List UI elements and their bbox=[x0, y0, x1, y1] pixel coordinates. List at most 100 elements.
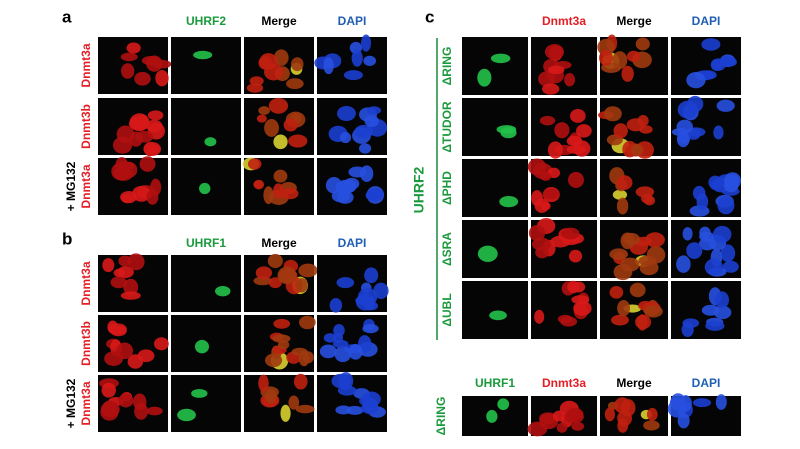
nucleus bbox=[699, 226, 711, 239]
nucleus bbox=[258, 374, 269, 392]
micrograph bbox=[462, 281, 528, 339]
nucleus bbox=[571, 421, 585, 431]
micrograph bbox=[171, 98, 241, 155]
row-label: Dnmt3b bbox=[79, 321, 93, 366]
nucleus bbox=[267, 253, 283, 269]
nucleus bbox=[268, 97, 289, 114]
nucleus bbox=[283, 118, 298, 132]
nucleus bbox=[199, 182, 211, 195]
nucleus bbox=[696, 193, 709, 211]
nucleus bbox=[298, 263, 318, 278]
nucleus bbox=[554, 122, 570, 139]
nucleus bbox=[121, 63, 135, 79]
nucleus bbox=[717, 196, 735, 215]
nucleus bbox=[500, 127, 517, 139]
micrograph bbox=[317, 98, 388, 155]
nucleus bbox=[277, 266, 297, 285]
nucleus bbox=[354, 124, 374, 139]
nucleus bbox=[676, 131, 690, 148]
nucleus bbox=[264, 118, 279, 137]
column-header: UHRF1 bbox=[186, 236, 226, 250]
nucleus bbox=[637, 115, 649, 127]
nucleus bbox=[101, 382, 116, 398]
nucleus bbox=[704, 258, 723, 276]
micrograph bbox=[244, 253, 318, 312]
nucleus bbox=[531, 190, 543, 207]
nucleus bbox=[682, 318, 700, 328]
nucleus bbox=[215, 285, 231, 297]
nucleus bbox=[486, 409, 498, 423]
image-bg bbox=[317, 315, 387, 372]
nucleus bbox=[280, 404, 291, 422]
nucleus bbox=[499, 195, 519, 208]
micrograph bbox=[98, 37, 172, 94]
nucleus bbox=[477, 245, 498, 262]
nucleus bbox=[355, 295, 375, 306]
row-label: ΔUBL bbox=[440, 293, 454, 326]
nucleus bbox=[635, 314, 652, 330]
nucleus bbox=[527, 421, 548, 437]
nucleus bbox=[112, 136, 133, 154]
micrograph bbox=[242, 157, 314, 215]
micrograph bbox=[671, 95, 741, 156]
row-label: + MG132 bbox=[64, 161, 78, 211]
nucleus bbox=[564, 73, 576, 87]
nucleus bbox=[603, 106, 622, 122]
nucleus bbox=[273, 134, 288, 150]
micrograph bbox=[527, 396, 597, 437]
nucleus bbox=[110, 325, 127, 337]
nucleus bbox=[286, 78, 304, 90]
nucleus bbox=[146, 406, 163, 416]
micrograph bbox=[600, 281, 668, 339]
nucleus bbox=[667, 399, 687, 418]
nucleus bbox=[676, 119, 693, 134]
nucleus bbox=[534, 309, 545, 324]
nucleus bbox=[643, 420, 660, 431]
nucleus bbox=[145, 119, 163, 133]
nucleus bbox=[528, 225, 546, 241]
nucleus bbox=[616, 197, 629, 215]
nucleus bbox=[715, 291, 729, 309]
nucleus bbox=[258, 106, 271, 115]
nucleus bbox=[477, 68, 492, 87]
nucleus bbox=[126, 42, 141, 54]
nucleus bbox=[148, 144, 161, 154]
nucleus bbox=[133, 393, 147, 410]
nucleus bbox=[340, 179, 357, 194]
micrograph bbox=[531, 98, 597, 159]
nucleus bbox=[611, 314, 629, 326]
nucleus bbox=[117, 266, 134, 279]
nucleus bbox=[646, 407, 658, 421]
micrograph bbox=[671, 281, 741, 339]
nucleus bbox=[540, 171, 552, 181]
nucleus bbox=[132, 185, 151, 202]
nucleus bbox=[293, 373, 308, 390]
nucleus bbox=[568, 249, 583, 263]
nucleus bbox=[137, 349, 155, 363]
nucleus bbox=[539, 115, 556, 126]
micrograph bbox=[671, 220, 741, 278]
image-bg bbox=[171, 98, 241, 155]
nucleus bbox=[367, 106, 382, 115]
nucleus bbox=[547, 141, 563, 159]
column-header: DAPI bbox=[338, 236, 367, 250]
nucleus bbox=[552, 410, 566, 422]
image-bg bbox=[462, 281, 528, 339]
nucleus bbox=[280, 188, 299, 200]
nucleus bbox=[255, 266, 273, 280]
nucleus bbox=[612, 189, 628, 200]
nucleus bbox=[177, 408, 196, 422]
nucleus bbox=[193, 50, 213, 60]
nucleus bbox=[489, 310, 507, 321]
micrograph bbox=[462, 98, 528, 156]
nucleus bbox=[646, 246, 666, 264]
nucleus bbox=[256, 114, 267, 123]
nucleus bbox=[566, 135, 583, 147]
micrograph bbox=[317, 372, 387, 432]
row-label: ΔRING bbox=[440, 47, 454, 86]
nucleus bbox=[136, 114, 149, 130]
nucleus bbox=[544, 43, 564, 60]
nucleus bbox=[246, 83, 264, 93]
column-header: Merge bbox=[616, 376, 652, 390]
